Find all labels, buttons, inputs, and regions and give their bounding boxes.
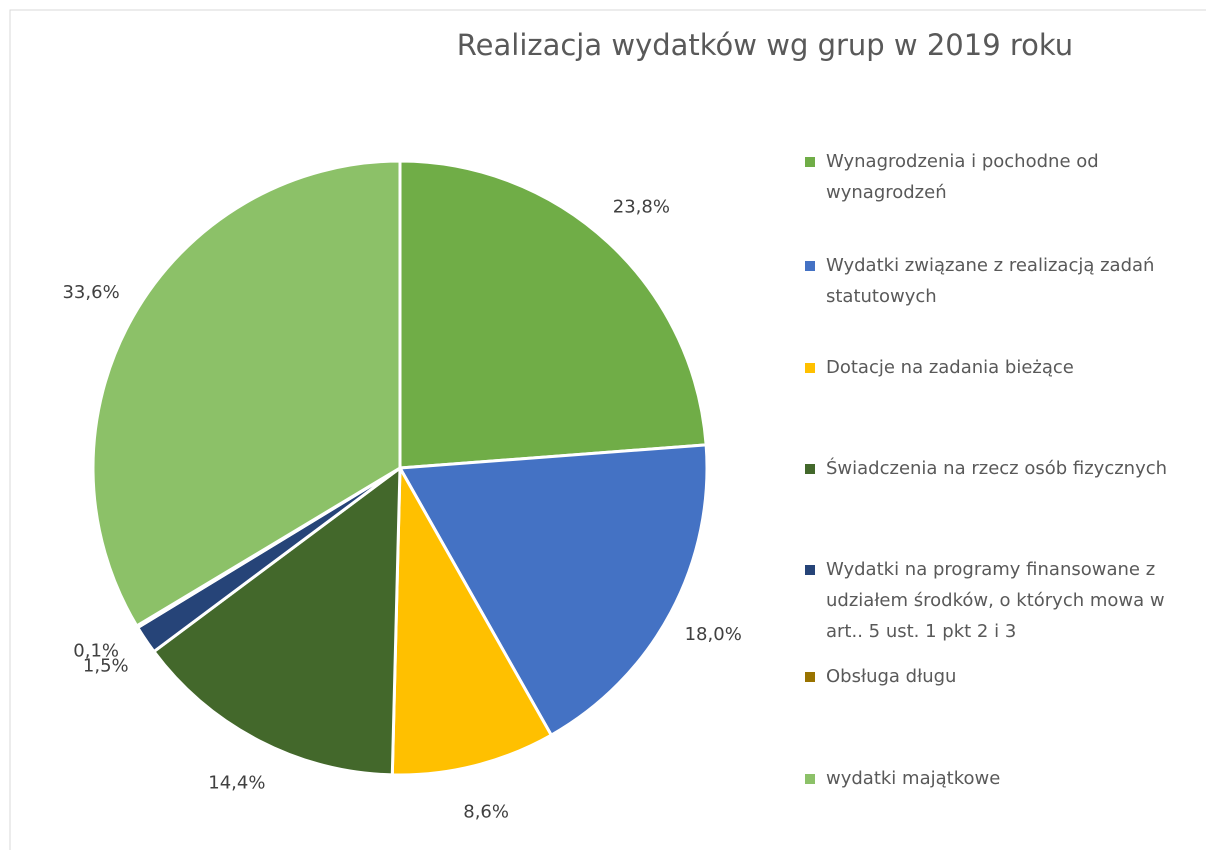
data-label: 18,0%: [685, 624, 742, 645]
data-label: 8,6%: [463, 801, 509, 822]
legend-label: Wydatki związane z realizacją zadań stat…: [826, 255, 1155, 307]
pie-slice: [398, 159, 708, 470]
legend-label: Wydatki na programy finansowane z udział…: [826, 559, 1165, 642]
legend-swatch: [805, 565, 815, 575]
legend-label: Obsługa długu: [826, 666, 957, 687]
data-label: 1,5%: [83, 656, 129, 677]
data-label: 14,4%: [208, 772, 265, 793]
legend-swatch: [805, 157, 815, 167]
legend-item: Wynagrodzenia i pochodne od wynagrodzeń: [805, 146, 1200, 208]
legend-item: Wydatki związane z realizacją zadań stat…: [805, 250, 1200, 312]
legend-swatch: [805, 672, 815, 682]
data-label: 0,1%: [73, 641, 119, 662]
chart-frame: [9, 9, 1206, 850]
legend-label: wydatki majątkowe: [826, 768, 1001, 789]
legend-label: Dotacje na zadania bieżące: [826, 357, 1074, 378]
legend-item: wydatki majątkowe: [805, 763, 1200, 794]
legend-swatch: [805, 363, 815, 373]
data-label: 33,6%: [62, 282, 119, 303]
data-label: 23,8%: [613, 197, 670, 218]
legend-label: Wynagrodzenia i pochodne od wynagrodzeń: [826, 151, 1099, 203]
legend-item: Świadczenia na rzecz osób fizycznych: [805, 453, 1200, 484]
legend-item: Wydatki na programy finansowane z udział…: [805, 554, 1200, 647]
legend-item: Obsługa długu: [805, 661, 1200, 692]
pie-slice: [397, 443, 709, 738]
pie-slice: [151, 464, 402, 777]
legend-swatch: [805, 464, 815, 474]
pie-slice: [91, 159, 402, 628]
legend-swatch: [805, 261, 815, 271]
legend-item: Dotacje na zadania bieżące: [805, 352, 1200, 383]
legend-swatch: [805, 774, 815, 784]
chart-title: Realizacja wydatków wg grup w 2019 roku: [457, 28, 1073, 62]
legend-label: Świadczenia na rzecz osób fizycznych: [826, 458, 1168, 479]
pie-slice: [390, 462, 554, 777]
